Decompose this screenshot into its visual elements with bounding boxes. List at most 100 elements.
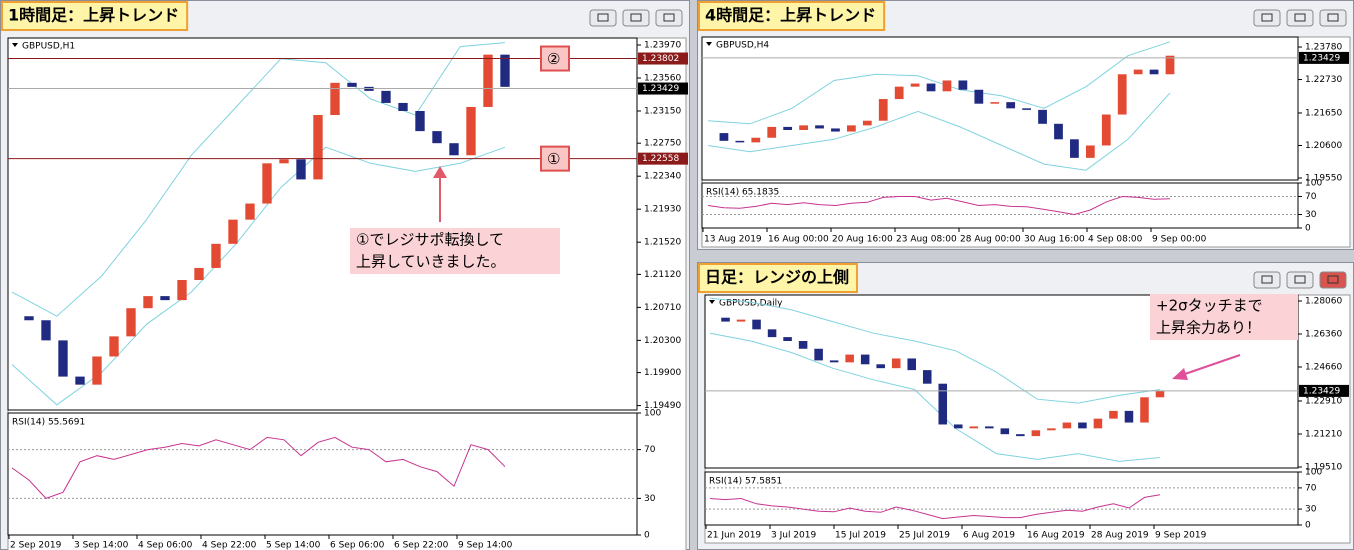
window-max-button[interactable] — [1286, 271, 1314, 289]
button-icon — [663, 13, 675, 22]
x-tick-label: 16 Aug 00:00 — [768, 235, 829, 245]
candle — [860, 354, 870, 365]
x-tick-label: 13 Aug 2019 — [704, 235, 762, 245]
level-label: 1.22558 — [642, 154, 679, 164]
window-close-button[interactable] — [1319, 9, 1347, 27]
rsi-label: RSI(14) 65.1835 — [706, 188, 779, 198]
marker-box — [540, 45, 570, 72]
candle — [721, 317, 730, 322]
bollinger-lower — [707, 92, 1171, 171]
marker-box — [540, 145, 570, 172]
candle — [922, 370, 932, 384]
y-tick-label: 1.19510 — [1305, 462, 1342, 472]
candle — [1047, 428, 1056, 431]
symbol-label: GBPUSD,H4 — [716, 41, 769, 51]
rsi-tick-label: 100 — [1305, 468, 1322, 478]
chart-area — [701, 36, 1351, 248]
window-min-button[interactable] — [1253, 9, 1281, 27]
candle — [736, 319, 746, 322]
candle — [719, 133, 729, 141]
note-text: ①でレジサポ転換して — [356, 231, 504, 249]
candle — [75, 376, 85, 385]
candle — [262, 163, 272, 204]
candle — [1109, 410, 1118, 419]
candle — [814, 348, 823, 361]
button-icon — [1261, 13, 1273, 22]
window-min-button[interactable] — [1253, 271, 1281, 289]
arrow-head — [1172, 368, 1188, 380]
window-max-button[interactable] — [1286, 9, 1314, 27]
symbol-arrow — [709, 300, 715, 304]
candle — [1101, 114, 1111, 146]
candle — [894, 86, 904, 100]
candle — [1000, 428, 1010, 435]
chart-area — [7, 37, 687, 550]
y-tick-label: 1.22730 — [1305, 75, 1342, 85]
title-highlight — [698, 1, 886, 31]
candle — [751, 137, 761, 143]
candle — [449, 143, 459, 156]
x-tick-label: 9 Sep 2019 — [1155, 531, 1207, 541]
current-price-label: 1.23429 — [1303, 386, 1340, 396]
x-tick-label: 2 Sep 2019 — [10, 541, 62, 550]
window-min-button[interactable] — [589, 9, 617, 27]
y-tick-label: 1.22910 — [1305, 396, 1342, 406]
candle — [92, 356, 102, 385]
y-tick-label: 1.23780 — [1305, 43, 1342, 53]
rsi-tick-label: 0 — [1305, 521, 1311, 531]
current-price-tag — [1299, 384, 1349, 397]
current-price-label: 1.23429 — [1303, 53, 1340, 63]
button-icon — [1327, 13, 1339, 22]
window-max-button[interactable] — [622, 9, 650, 27]
candle — [783, 337, 792, 341]
candle — [752, 319, 761, 330]
note-box — [1150, 294, 1298, 340]
arrow-head — [433, 166, 447, 178]
x-tick-label: 6 Aug 2019 — [963, 531, 1015, 541]
x-tick-label: 23 Aug 08:00 — [896, 235, 957, 245]
x-tick-label: 16 Aug 2019 — [1027, 531, 1085, 541]
candle — [415, 110, 425, 132]
y-tick-label: 1.22340 — [644, 172, 681, 182]
x-tick-label: 28 Aug 2019 — [1091, 531, 1149, 541]
candle — [245, 203, 255, 220]
x-tick-label: 30 Aug 16:00 — [1024, 235, 1085, 245]
window-title: 4時間足：上昇トレンド — [705, 6, 876, 25]
candle — [783, 126, 793, 131]
candle — [1093, 418, 1103, 429]
candle — [910, 83, 920, 87]
y-tick-label: 1.20710 — [644, 303, 681, 313]
bollinger-upper — [707, 41, 1171, 125]
candle — [194, 267, 204, 281]
window-close-button[interactable] — [1319, 271, 1347, 289]
candle — [1140, 397, 1149, 423]
rsi-panel — [704, 471, 1299, 526]
candle — [1062, 422, 1072, 429]
rsi-tick-label: 70 — [1305, 483, 1317, 493]
candle — [500, 54, 510, 87]
bollinger-upper — [11, 42, 506, 317]
candle — [845, 354, 854, 363]
candle — [876, 364, 885, 369]
rsi-tick-label: 100 — [1305, 179, 1322, 189]
y-tick-label: 1.26360 — [1305, 330, 1342, 340]
price-panel — [704, 294, 1299, 469]
candle — [1117, 74, 1127, 115]
x-tick-label: 21 Jun 2019 — [707, 531, 761, 541]
y-tick-label: 1.24660 — [1305, 363, 1342, 373]
window-close-button[interactable] — [655, 9, 683, 27]
candle — [1016, 434, 1025, 437]
button-icon — [1294, 13, 1306, 22]
candle — [211, 243, 221, 268]
symbol-arrow — [12, 43, 18, 47]
candle — [891, 358, 901, 369]
title-highlight — [698, 263, 859, 293]
rsi-panel — [701, 182, 1299, 229]
rsi-tick-label: 30 — [1305, 505, 1317, 515]
candle — [347, 82, 357, 87]
symbol-label: GBPUSD,Daily — [719, 299, 783, 309]
title-highlight — [1, 1, 189, 31]
candle — [296, 159, 306, 180]
y-tick-label: 1.21120 — [644, 270, 681, 280]
